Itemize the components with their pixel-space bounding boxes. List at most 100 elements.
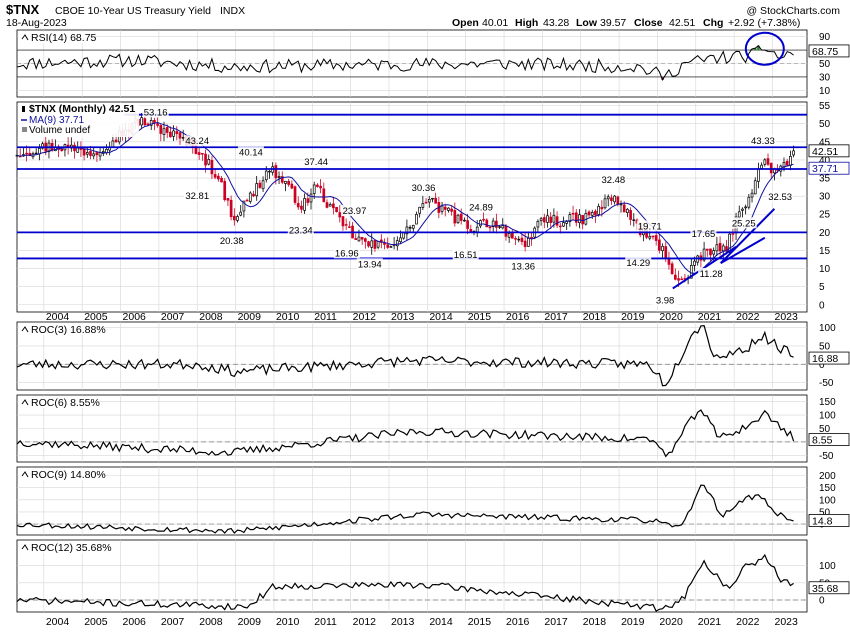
candle-body bbox=[651, 235, 655, 238]
y-tick-label: 0 bbox=[819, 596, 825, 607]
candle-body bbox=[82, 148, 86, 156]
candle-body bbox=[172, 130, 175, 137]
y-tick-label: 10 bbox=[819, 86, 831, 97]
candle-body bbox=[277, 176, 281, 178]
candle-body bbox=[705, 248, 709, 251]
price-annotation: 23.97 bbox=[343, 206, 367, 217]
price-annotation-bg bbox=[287, 224, 314, 236]
y-tick-label: 0 bbox=[819, 300, 825, 311]
candle-body bbox=[431, 197, 434, 200]
last-value-label: 14.8 bbox=[812, 515, 833, 527]
candle-body bbox=[574, 212, 578, 223]
y-tick-label: -50 bbox=[819, 378, 834, 389]
candle-body bbox=[354, 238, 358, 241]
candle-body bbox=[153, 119, 156, 123]
candle-body bbox=[501, 225, 505, 229]
candle-body bbox=[514, 238, 517, 240]
price-annotation: 20.38 bbox=[220, 236, 244, 247]
candle-body bbox=[427, 199, 431, 203]
candle-body bbox=[376, 240, 380, 248]
candle-body bbox=[216, 175, 220, 180]
legend-bg bbox=[19, 469, 97, 480]
roc-line bbox=[16, 553, 794, 612]
candle-body bbox=[316, 184, 319, 187]
y-tick-label: 50 bbox=[819, 119, 831, 130]
price-annotation-bg bbox=[767, 190, 794, 202]
roc-line bbox=[16, 324, 794, 387]
x-tick-label: 2010 bbox=[276, 616, 300, 628]
candle-body bbox=[159, 125, 163, 134]
candle-body bbox=[747, 196, 751, 208]
x-tick-label: 2022 bbox=[736, 311, 760, 323]
x-tick-label: 2019 bbox=[621, 616, 645, 628]
volume-legend-label: Volume undef bbox=[29, 125, 90, 136]
candle-body bbox=[405, 226, 409, 235]
x-axis: 2004 2005 2006 2007 2008 2009 2010 2011 2012 2013… bbox=[46, 616, 798, 628]
chart-header: $TNX CBOE 10-Year US Treasury Yield INDX… bbox=[6, 2, 840, 29]
last-value-box bbox=[808, 44, 850, 58]
x-tick-label: 2012 bbox=[353, 616, 377, 628]
candle-body bbox=[558, 225, 562, 228]
legend-label: ROC(9) 14.80% bbox=[31, 469, 106, 481]
candle-body bbox=[744, 206, 747, 209]
legend-label: $TNX (Monthly) 42.51 bbox=[29, 103, 135, 115]
price-annotation: 53.16 bbox=[144, 107, 168, 118]
y-tick-label: 100 bbox=[819, 411, 836, 422]
candle-body bbox=[332, 203, 335, 209]
candle-body bbox=[670, 263, 674, 275]
candle-body bbox=[763, 159, 767, 165]
low-label: Low bbox=[576, 17, 598, 29]
candle-body bbox=[549, 216, 553, 224]
y-tick-label: 15 bbox=[819, 246, 831, 257]
candle-body bbox=[264, 170, 268, 181]
last-value-label: 42.51 bbox=[812, 146, 838, 158]
price-annotation: 30.36 bbox=[412, 183, 436, 194]
y-tick-label: 10 bbox=[819, 264, 831, 275]
price-annotation: 40.14 bbox=[239, 147, 263, 158]
price-annotation-bg bbox=[184, 189, 211, 201]
candle-body bbox=[338, 212, 342, 218]
y-tick-label: 50 bbox=[819, 59, 831, 70]
candle-body bbox=[459, 213, 463, 221]
candle-body bbox=[485, 219, 489, 228]
candle-body bbox=[482, 218, 485, 221]
price-annotation: 37.44 bbox=[304, 157, 328, 168]
last-value-label: 16.88 bbox=[812, 353, 838, 365]
candle-body bbox=[201, 153, 204, 155]
candle-body bbox=[232, 215, 236, 221]
price-annotation-bg bbox=[356, 258, 383, 270]
x-tick-label: 2018 bbox=[583, 311, 607, 323]
price-annotation-bg bbox=[468, 201, 495, 213]
low-value: 39.57 bbox=[600, 17, 626, 29]
candle-body bbox=[453, 210, 457, 224]
candle-body bbox=[568, 214, 572, 223]
candle-body bbox=[213, 174, 217, 178]
candle-body bbox=[495, 220, 498, 228]
price-annotation: 23.34 bbox=[289, 225, 313, 236]
y-tick-label: 35 bbox=[819, 174, 831, 185]
candle-body bbox=[210, 160, 214, 175]
candle-body bbox=[792, 150, 795, 156]
candle-body bbox=[654, 235, 658, 241]
candle-body bbox=[296, 203, 300, 208]
candle-body bbox=[255, 183, 259, 197]
price-annotation: 13.36 bbox=[511, 261, 535, 272]
trend-line bbox=[672, 245, 737, 290]
candle-body bbox=[491, 220, 495, 228]
candle-body bbox=[760, 164, 763, 169]
x-tick-label: 2004 bbox=[46, 311, 70, 323]
y-tick-label: 25 bbox=[819, 210, 831, 221]
x-tick-label: 2019 bbox=[621, 311, 645, 323]
candle-body bbox=[242, 200, 246, 212]
candle-body bbox=[709, 248, 712, 256]
legend-line-icon bbox=[21, 399, 29, 406]
x-tick-label: 2006 bbox=[123, 311, 147, 323]
price-annotation-bg bbox=[184, 135, 211, 147]
x-tick-label: 2006 bbox=[123, 616, 147, 628]
last-value-label: 35.68 bbox=[812, 583, 838, 595]
symbol-label: $TNX bbox=[6, 2, 40, 17]
legend-line-icon bbox=[21, 471, 29, 478]
y-tick-label: 55 bbox=[819, 101, 831, 112]
candle-body bbox=[220, 177, 223, 183]
